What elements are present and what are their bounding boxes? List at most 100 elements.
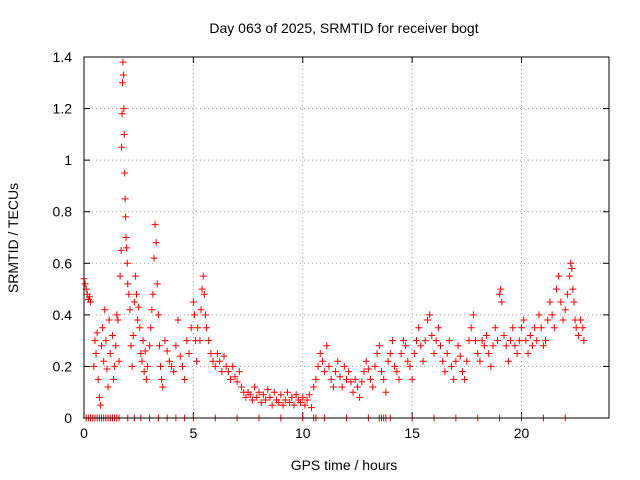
- data-point: [112, 342, 120, 350]
- data-point: [419, 357, 427, 365]
- data-point: [176, 352, 184, 360]
- data-point: [264, 386, 272, 394]
- data-point: [90, 362, 98, 370]
- data-point: [465, 337, 473, 345]
- data-point: [224, 368, 232, 376]
- data-point: [268, 401, 276, 409]
- data-point: [242, 393, 250, 401]
- data-point: [146, 342, 154, 350]
- data-points: [80, 58, 588, 422]
- data-point: [151, 221, 159, 229]
- data-point: [428, 331, 436, 339]
- data-point: [406, 362, 414, 370]
- data-point: [259, 391, 267, 399]
- data-point: [463, 357, 471, 365]
- data-point: [122, 234, 130, 241]
- x-tick-label: 10: [295, 425, 311, 441]
- data-point: [349, 388, 357, 396]
- data-point: [222, 362, 230, 370]
- data-point: [159, 383, 167, 391]
- data-point: [158, 375, 166, 383]
- data-point: [343, 375, 350, 383]
- data-point: [116, 272, 124, 280]
- data-point: [161, 337, 169, 345]
- data-point: [101, 306, 109, 314]
- data-point: [522, 337, 530, 345]
- data-point: [197, 306, 205, 314]
- data-point: [426, 311, 434, 319]
- data-point: [338, 383, 346, 391]
- data-point: [211, 362, 219, 370]
- data-point: [257, 399, 265, 407]
- data-point: [200, 290, 208, 298]
- data-point: [432, 337, 440, 345]
- data-point: [566, 272, 574, 280]
- data-point: [472, 337, 480, 345]
- y-tick-label: 1: [64, 152, 72, 168]
- data-point: [231, 373, 239, 381]
- data-point: [561, 306, 569, 314]
- data-point: [305, 391, 313, 399]
- data-point: [130, 298, 138, 306]
- data-point: [316, 350, 324, 358]
- data-point: [94, 375, 102, 383]
- data-point: [172, 342, 180, 350]
- data-point: [509, 324, 517, 332]
- data-point: [441, 368, 449, 376]
- data-point: [474, 350, 482, 358]
- data-point: [185, 350, 193, 358]
- data-point: [567, 259, 575, 267]
- data-point: [557, 298, 565, 306]
- data-point: [155, 342, 163, 350]
- data-point: [198, 285, 206, 293]
- data-point: [246, 391, 254, 399]
- data-point: [555, 272, 563, 280]
- data-point: [290, 401, 298, 409]
- data-point: [318, 357, 326, 365]
- data-point: [448, 362, 455, 370]
- x-tick-label: 5: [189, 425, 197, 441]
- data-point: [384, 357, 392, 365]
- data-point: [524, 350, 532, 358]
- data-point: [143, 362, 151, 370]
- data-point: [498, 298, 506, 306]
- data-point: [123, 244, 131, 252]
- data-point: [332, 368, 340, 376]
- data-point: [360, 368, 368, 376]
- data-point: [404, 357, 412, 365]
- data-point: [456, 352, 464, 360]
- data-point: [174, 316, 182, 324]
- data-point: [563, 290, 571, 298]
- data-point: [415, 324, 423, 332]
- data-point: [279, 401, 287, 409]
- data-point: [478, 337, 486, 345]
- data-point: [513, 350, 521, 358]
- data-point: [85, 293, 93, 301]
- data-point: [336, 373, 344, 381]
- data-point: [533, 337, 541, 345]
- data-point: [546, 298, 554, 306]
- data-point: [520, 316, 528, 324]
- y-tick-label: 0.8: [53, 204, 73, 220]
- data-point: [410, 350, 418, 358]
- data-point: [262, 396, 270, 404]
- data-point: [347, 378, 355, 386]
- data-point: [358, 378, 366, 386]
- data-point: [134, 316, 142, 324]
- x-tick-label: 20: [514, 425, 530, 441]
- data-point: [353, 383, 361, 391]
- data-point: [149, 290, 157, 298]
- data-point: [203, 324, 210, 332]
- data-point: [310, 383, 318, 391]
- data-point: [553, 285, 560, 293]
- data-point: [402, 342, 410, 350]
- data-point: [153, 280, 161, 288]
- data-point: [507, 337, 515, 345]
- data-point: [142, 375, 150, 383]
- data-point: [194, 324, 202, 332]
- data-point: [201, 311, 209, 319]
- data-point: [114, 316, 122, 324]
- data-point: [135, 303, 143, 311]
- data-point: [127, 342, 135, 350]
